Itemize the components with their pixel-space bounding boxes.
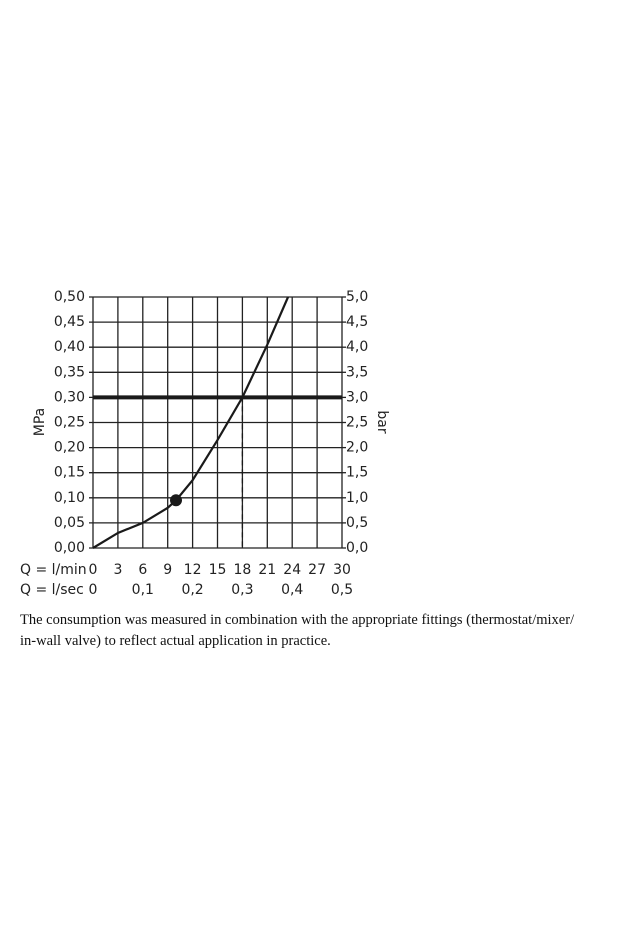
- x-tick-label: 9: [163, 562, 172, 578]
- marker-point: [170, 494, 182, 507]
- x-tick-label: 18: [233, 562, 251, 578]
- y2-tick-label: 3,0: [346, 389, 368, 405]
- y-tick-label: 0,40: [54, 339, 85, 355]
- x-tick-label: 3: [113, 562, 122, 578]
- x2-tick-label: 0,1: [132, 582, 154, 598]
- y-tick-label: 0,20: [54, 440, 85, 456]
- y-tick-label: 0,45: [54, 314, 85, 330]
- y2-tick-label: 2,0: [346, 440, 368, 456]
- y2-tick-label: 0,5: [346, 515, 368, 531]
- caption-line: in-wall valve) to reflect actual applica…: [20, 633, 331, 649]
- y-tick-label: 0,30: [54, 389, 85, 405]
- x-tick-label: 30: [333, 562, 351, 578]
- x-tick-label: 15: [209, 562, 227, 578]
- y-tick-label: 0,00: [54, 540, 85, 556]
- y-tick-label: 0,50: [54, 289, 85, 305]
- x-tick-label: 21: [258, 562, 276, 578]
- x2-tick-label: 0,3: [231, 582, 253, 598]
- y-tick-label: 0,10: [54, 490, 85, 506]
- y-tick-label: 0,25: [54, 415, 85, 431]
- x2-tick-label: 0: [89, 582, 98, 598]
- y2-tick-label: 0,0: [346, 540, 368, 556]
- y2-tick-label: 5,0: [346, 289, 368, 305]
- y2-tick-label: 1,5: [346, 465, 368, 481]
- y2-tick-label: 4,5: [346, 314, 368, 330]
- y2-tick-label: 4,0: [346, 339, 368, 355]
- y2-tick-label: 3,5: [346, 364, 368, 380]
- y-axis-label: MPa: [32, 408, 48, 436]
- x-tick-label: 12: [184, 562, 202, 578]
- x-tick-label: 6: [138, 562, 147, 578]
- x-tick-label: 0: [89, 562, 98, 578]
- x2-tick-label: 0,2: [181, 582, 203, 598]
- y2-tick-label: 2,5: [346, 415, 368, 431]
- y-tick-label: 0,15: [54, 465, 85, 481]
- chart: MPa bar Q = l/min Q = l/sec 0,000,050,10…: [20, 289, 390, 598]
- x2-tick-label: 0,4: [281, 582, 303, 598]
- caption-line: The consumption was measured in combinat…: [20, 612, 575, 628]
- x-tick-label: 27: [308, 562, 326, 578]
- x-tick-label: 24: [283, 562, 301, 578]
- y2-tick-label: 1,0: [346, 490, 368, 506]
- x2-axis-label: Q = l/sec: [20, 582, 84, 598]
- curve: [92, 296, 290, 549]
- caption: The consumption was measured in combinat…: [20, 610, 574, 652]
- y-tick-label: 0,35: [54, 364, 85, 380]
- y2-axis-label: bar: [374, 410, 390, 433]
- y-tick-label: 0,05: [54, 515, 85, 531]
- x2-tick-label: 0,5: [331, 582, 353, 598]
- x-axis-label: Q = l/min: [20, 562, 87, 578]
